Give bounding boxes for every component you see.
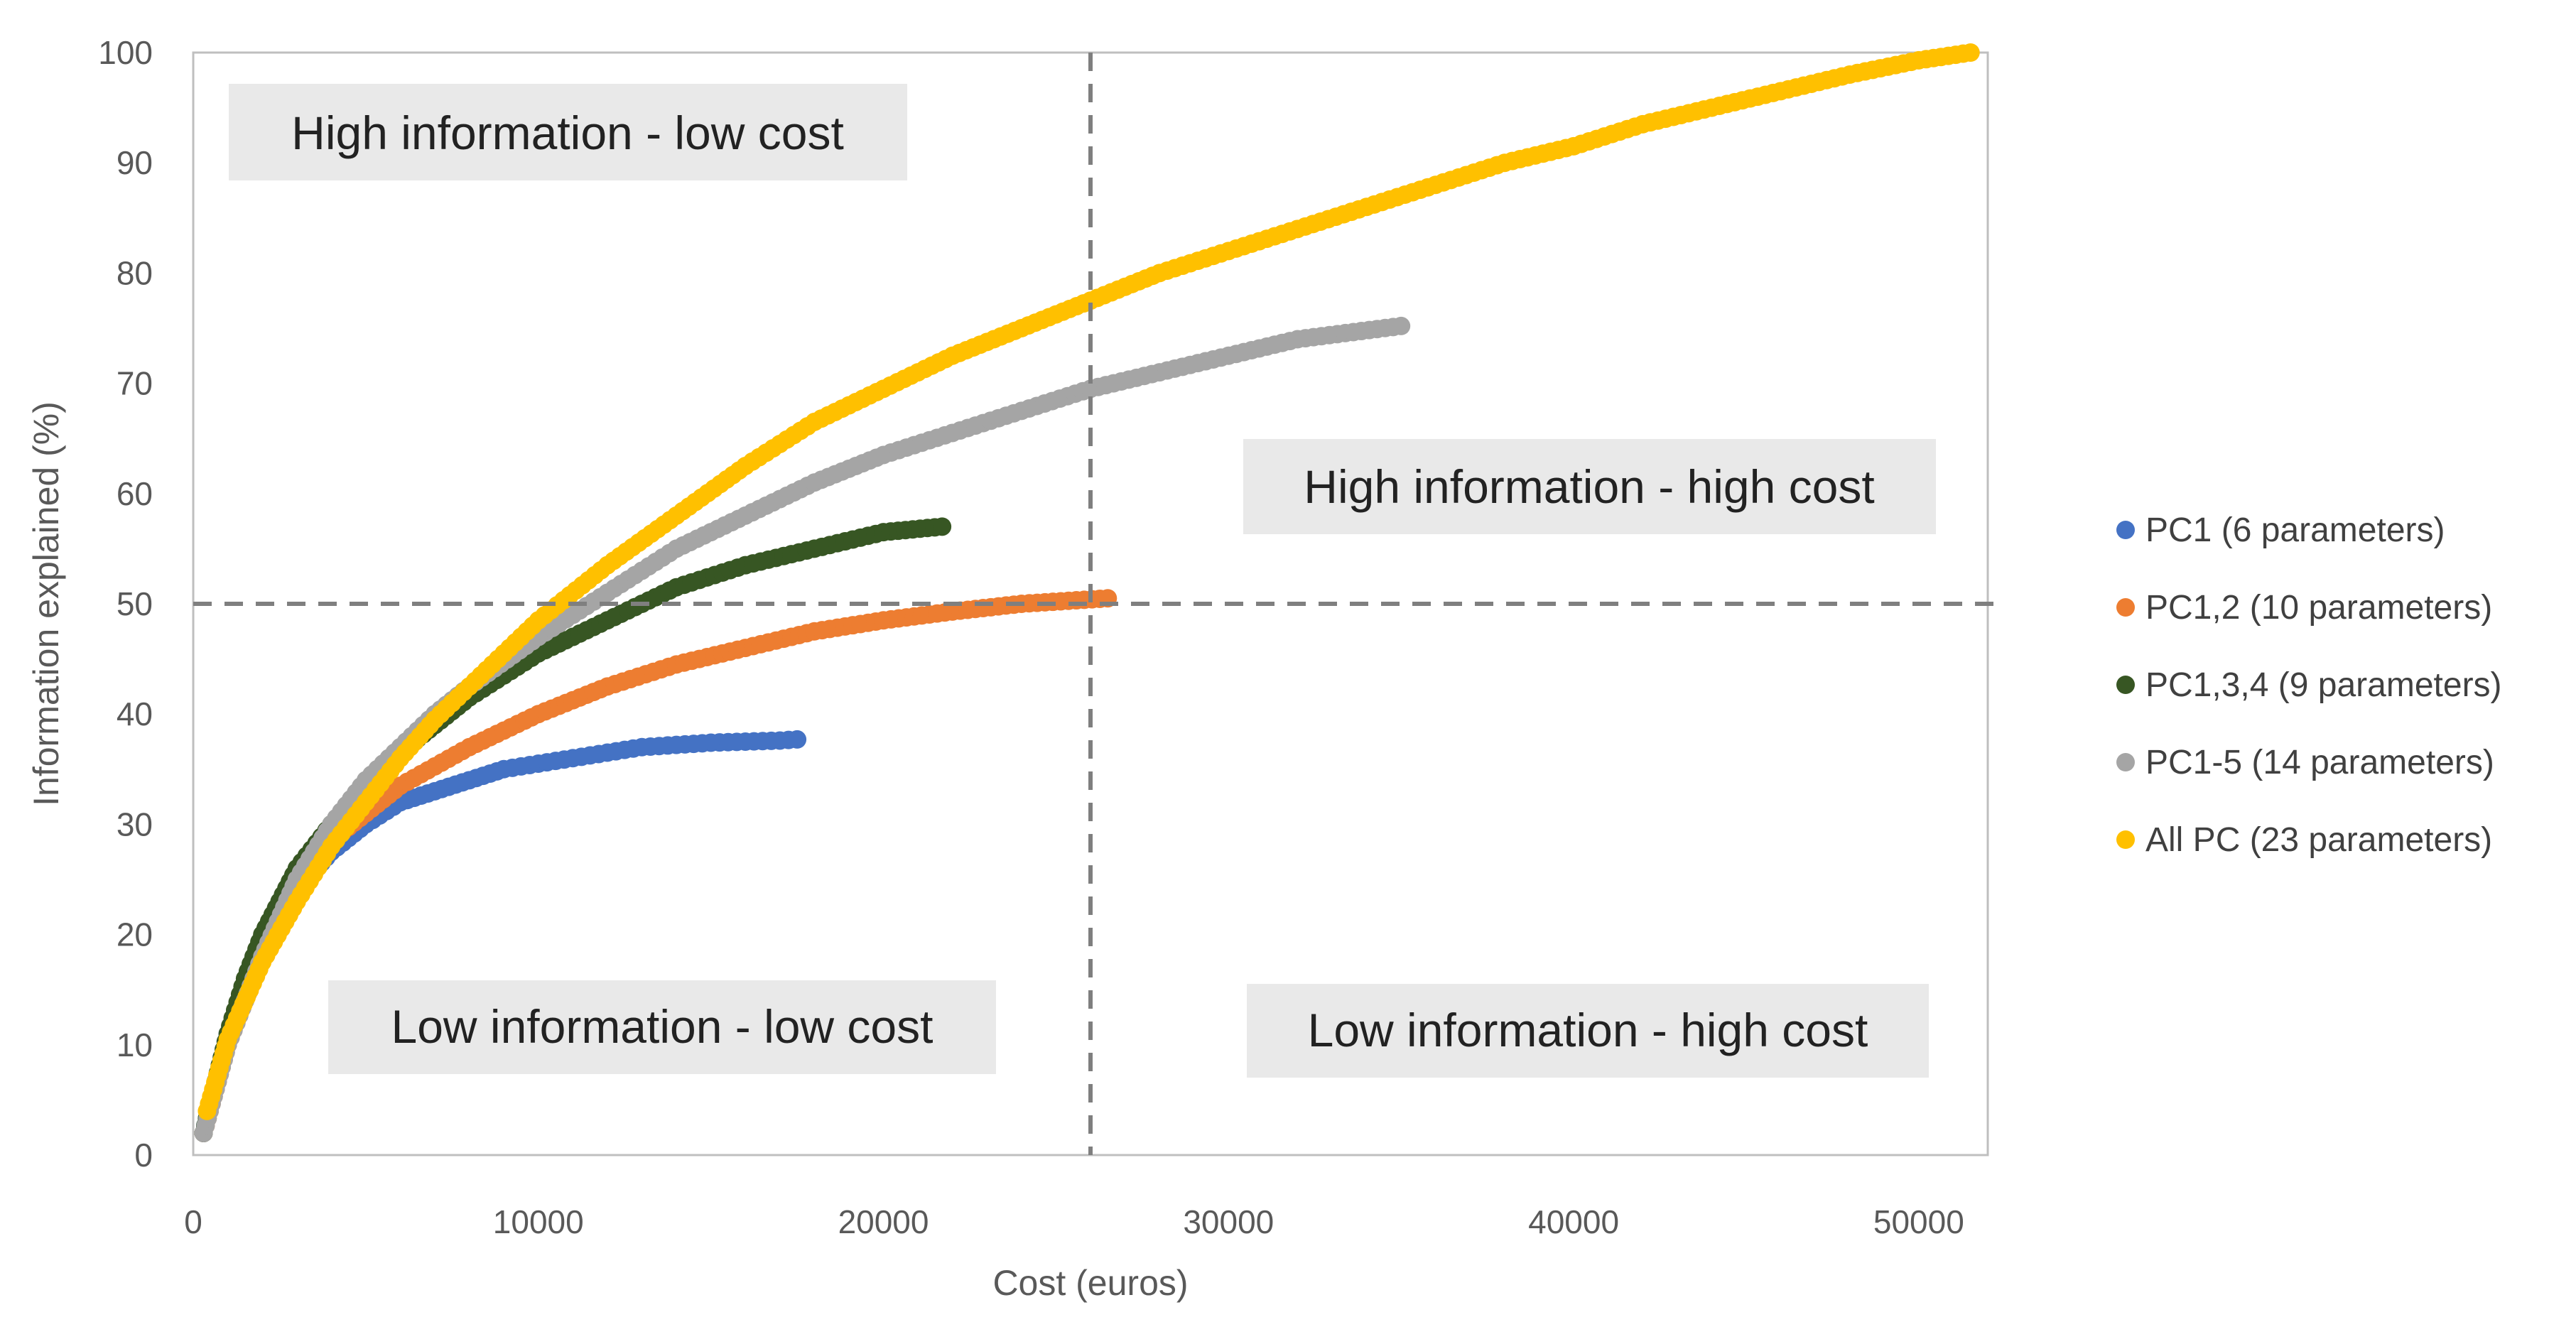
legend-label: PC1,2 (10 parameters) (2145, 589, 2492, 627)
data-point (933, 517, 952, 536)
x-tick-label: 50000 (1873, 1203, 1964, 1240)
y-tick-label: 40 (117, 695, 153, 732)
quadrant-label-bottom-right: Low information - high cost (1308, 1004, 1868, 1056)
legend-item: PC1 (6 parameters) (2116, 511, 2445, 549)
quadrant-box-top-right (1243, 439, 1936, 534)
y-tick-label: 10 (117, 1026, 153, 1063)
data-point (1392, 316, 1411, 335)
y-tick-label: 90 (117, 144, 153, 181)
data-point (1961, 43, 1980, 62)
x-tick-label: 0 (184, 1203, 202, 1240)
legend-item: PC1,2 (10 parameters) (2116, 589, 2492, 627)
legend-item: PC1,3,4 (9 parameters) (2116, 666, 2502, 704)
legend-label: PC1 (6 parameters) (2145, 511, 2445, 549)
quadrant-label-top-left: High information - low cost (291, 107, 844, 159)
quadrant-box-bottom-right (1247, 984, 1929, 1078)
quadrant-box-top-left (229, 84, 907, 180)
x-axis-title: Cost (euros) (992, 1263, 1188, 1303)
x-tick-label: 30000 (1183, 1203, 1274, 1240)
legend-marker (2116, 676, 2135, 694)
legend-marker (2116, 830, 2135, 849)
data-points (194, 43, 1980, 1142)
x-tick-label: 10000 (493, 1203, 584, 1240)
y-tick-label: 60 (117, 475, 153, 512)
series-5 (197, 43, 1980, 1120)
quadrant-label-top-right: High information - high cost (1304, 460, 1874, 513)
legend-marker (2116, 598, 2135, 617)
y-tick-label: 30 (117, 806, 153, 842)
x-tick-label: 20000 (838, 1203, 929, 1240)
quadrant-box-bottom-left (328, 980, 996, 1074)
y-axis-title: Information explained (%) (26, 401, 66, 806)
y-tick-label: 0 (134, 1137, 153, 1174)
legend-label: PC1,3,4 (9 parameters) (2145, 666, 2502, 704)
legend: PC1 (6 parameters) PC1,2 (10 parameters) P… (2116, 511, 2502, 859)
legend-marker (2116, 753, 2135, 771)
legend-label: PC1-5 (14 parameters) (2145, 744, 2494, 781)
data-point (788, 730, 807, 749)
quadrant-label-boxes (229, 84, 1936, 1078)
y-tick-label: 80 (117, 254, 153, 291)
quadrant-labels: High information - low cost High informa… (291, 107, 1875, 1056)
y-tick-label: 100 (98, 34, 153, 71)
y-tick-label: 20 (117, 916, 153, 953)
y-axis-ticks: 0 10 20 30 40 50 60 70 80 90 100 (98, 34, 153, 1174)
x-axis-ticks: 0 10000 20000 30000 40000 50000 (184, 1203, 1964, 1240)
legend-item: PC1-5 (14 parameters) (2116, 744, 2494, 781)
legend-item: All PC (23 parameters) (2116, 821, 2492, 859)
y-tick-label: 50 (117, 585, 153, 622)
y-tick-label: 70 (117, 365, 153, 402)
threshold-lines (193, 53, 2000, 1155)
legend-label: All PC (23 parameters) (2145, 821, 2492, 859)
x-tick-label: 40000 (1528, 1203, 1619, 1240)
quadrant-label-bottom-left: Low information - low cost (391, 1000, 933, 1053)
legend-marker (2116, 521, 2135, 539)
